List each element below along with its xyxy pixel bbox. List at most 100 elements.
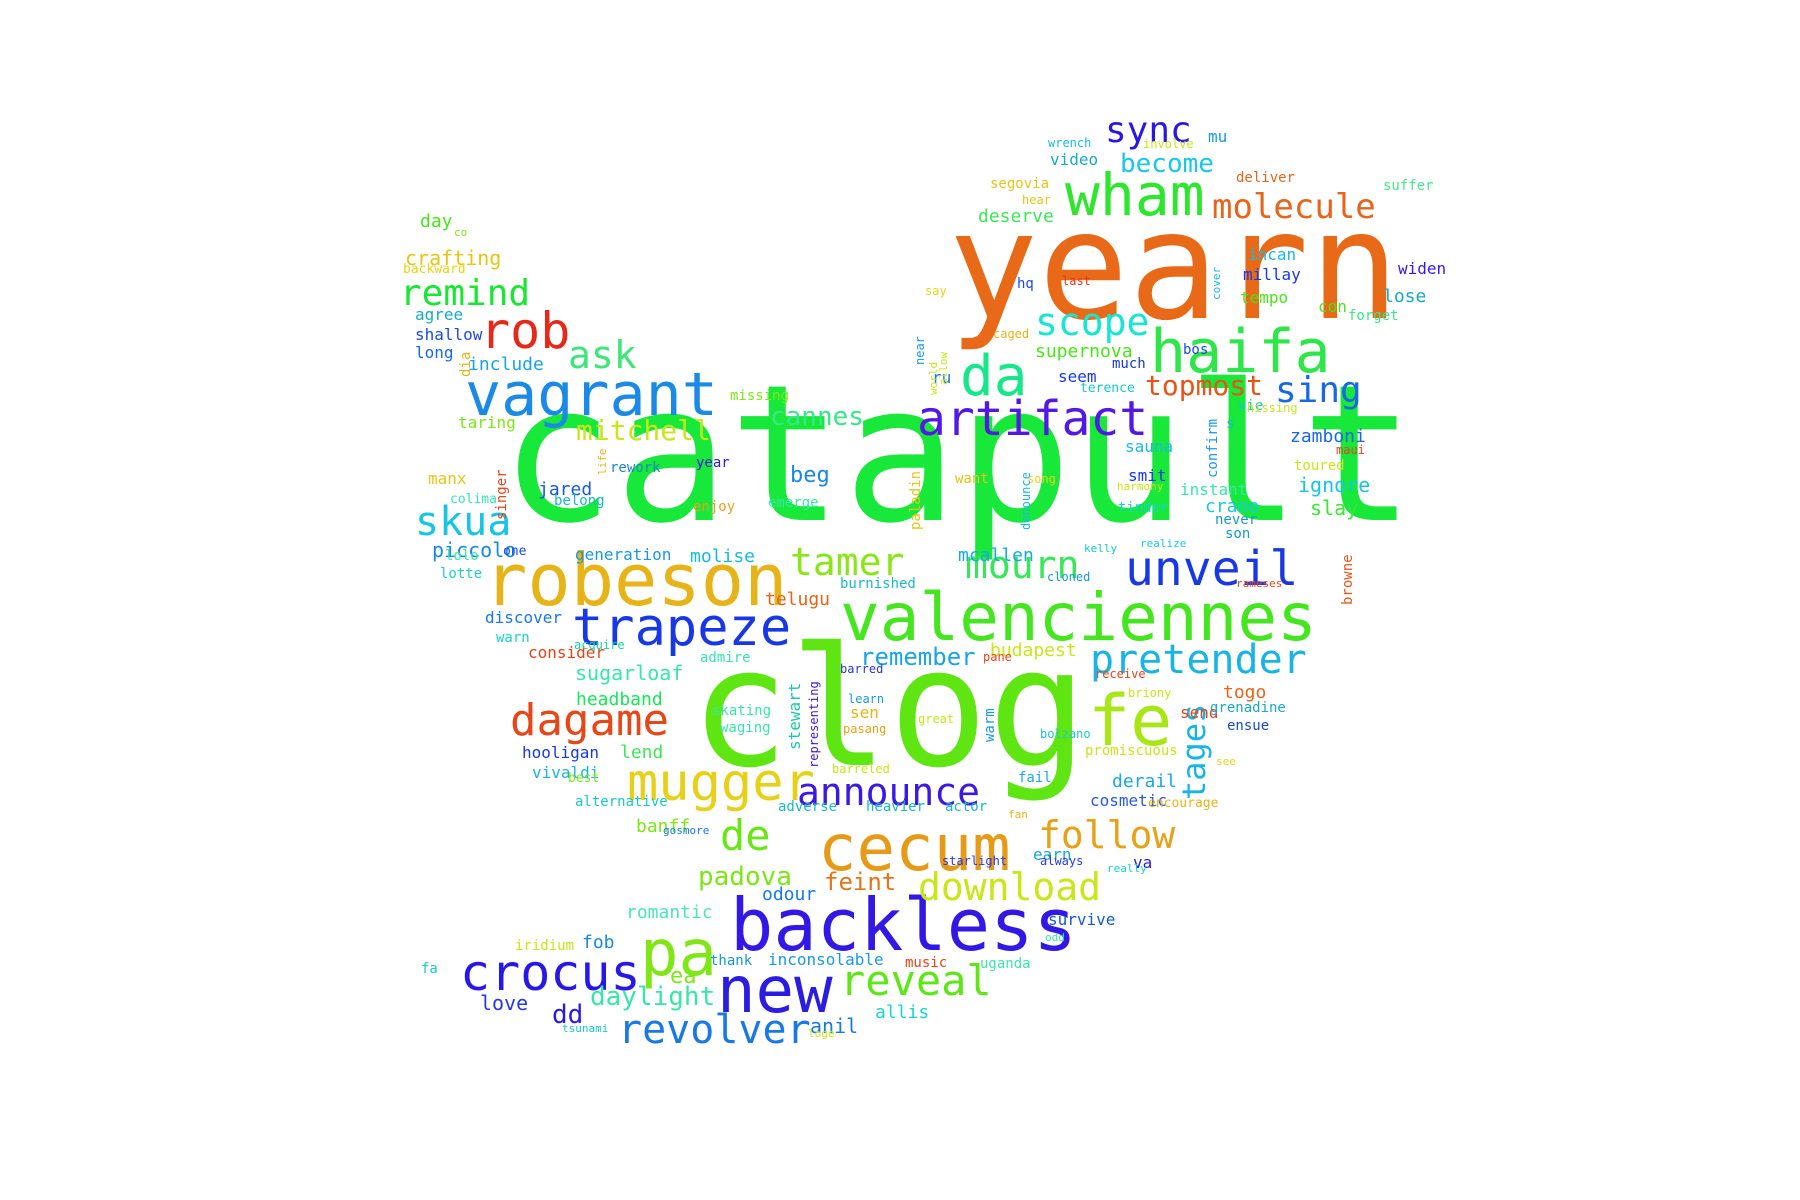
cloud-word: sing [1275, 370, 1362, 411]
cloud-word: backless [730, 883, 1077, 967]
cloud-word: rameses [1236, 577, 1282, 590]
cloud-word: fe [1088, 680, 1172, 762]
cloud-word: bos [1183, 342, 1208, 358]
cloud-word: colima [450, 492, 497, 507]
cloud-word: wham [1065, 161, 1205, 229]
cloud-word: fob [582, 932, 615, 953]
cloud-word: pasang [843, 722, 886, 736]
cloud-word: wrench [1048, 136, 1091, 150]
cloud-word: browne [1340, 554, 1356, 605]
cloud-word: son [1225, 526, 1250, 542]
cloud-word: allis [875, 1002, 929, 1023]
cloud-word: headband [576, 689, 663, 710]
cloud-word: tinder [1118, 500, 1169, 516]
cloud-word: hear [1022, 193, 1051, 207]
cloud-word: fail [1018, 770, 1052, 786]
cloud-word: hq [1017, 276, 1034, 292]
cloud-word: hissing [1247, 401, 1298, 415]
cloud-word: receive [1095, 667, 1146, 681]
cloud-word: romantic [626, 902, 713, 923]
cloud-word: instant [1180, 480, 1247, 499]
cloud-word: want [955, 471, 989, 487]
cloud-word: molise [690, 546, 755, 567]
cloud-word: warm [982, 708, 998, 742]
cloud-word: burnished [840, 576, 916, 592]
cloud-word: see [1216, 755, 1236, 768]
cloud-word: vivaldi [532, 763, 599, 782]
cloud-word: inconsolable [768, 950, 884, 969]
cloud-word: budapest [990, 640, 1077, 661]
cloud-word: life [596, 449, 609, 476]
cloud-word: manx [428, 469, 467, 488]
cloud-word: skating [712, 703, 771, 719]
cloud-word: denounce [1019, 472, 1033, 530]
cloud-word: uganda [980, 956, 1031, 972]
cloud-word: near [913, 336, 927, 365]
cloud-word: fan [1008, 808, 1028, 821]
cloud-word: alternative [575, 794, 668, 810]
cloud-word: millay [1243, 265, 1301, 284]
cloud-word: mugger [627, 753, 815, 813]
cloud-word: great [918, 712, 954, 726]
cloud-word: cosmetic [1090, 791, 1167, 810]
cloud-word: best [568, 771, 599, 786]
cloud-word: telugu [765, 589, 830, 610]
cloud-word: survive [1048, 910, 1115, 929]
cloud-word: banff [636, 816, 690, 837]
cloud-word: harmony [1117, 480, 1164, 493]
cloud-word: vagrant [465, 360, 718, 430]
cloud-word: reveal [840, 956, 992, 1005]
cloud-word: feint [824, 868, 896, 896]
cloud-word: toured [1294, 458, 1345, 474]
cloud-word: lotte [440, 566, 482, 582]
cloud-word: ru [932, 368, 951, 387]
cloud-word: iridium [515, 938, 574, 954]
cloud-word: co [454, 226, 467, 239]
cloud-word: clog [690, 612, 1087, 804]
cloud-word: download [918, 865, 1101, 909]
cloud-word: robeson [484, 538, 787, 622]
cloud-word: dagame [510, 695, 669, 746]
cloud-word: piccolo [432, 538, 516, 562]
cloud-word: encourage [1148, 796, 1219, 811]
cloud-word: lolo [445, 548, 479, 564]
cloud-word: grenadine [1210, 700, 1286, 716]
cloud-word: derail [1112, 771, 1177, 792]
cloud-word: earn [1033, 845, 1072, 864]
cloud-word: involve [1143, 137, 1194, 151]
cloud-word: odour [762, 884, 816, 905]
cloud-word: briony [1128, 686, 1171, 700]
cloud-word: mu [1208, 127, 1227, 146]
cloud-word: become [1120, 149, 1214, 179]
cloud-word: send [1180, 703, 1219, 722]
cloud-word: include [468, 354, 544, 375]
cloud-word: widen [1398, 259, 1446, 278]
cloud-word: really [1107, 862, 1147, 875]
cloud-word: forget [1348, 308, 1399, 324]
cloud-word: day [420, 211, 453, 232]
cloud-word: catapult [500, 344, 1415, 565]
cloud-word: acquire [574, 638, 625, 652]
cloud-word: odd [1045, 931, 1065, 944]
cloud-word: segovia [990, 176, 1049, 192]
cloud-word: gosmore [663, 824, 709, 837]
cloud-word: deliver [1236, 170, 1295, 186]
cloud-word: belong [554, 493, 605, 509]
cloud-word: pa [640, 917, 717, 991]
cloud-word: lose [1383, 286, 1426, 307]
cloud-word: molecule [1212, 187, 1376, 227]
cloud-word: rob [480, 302, 570, 360]
cloud-word: missing [730, 388, 789, 404]
cloud-word: fa [421, 961, 438, 977]
cloud-word: year [696, 455, 730, 471]
cloud-word: pretender [1090, 637, 1307, 683]
cloud-word: sauna [1125, 437, 1173, 456]
cloud-word: crane [1205, 496, 1259, 517]
cloud-word: warn [496, 630, 530, 646]
cloud-word: scope [1035, 300, 1149, 344]
cloud-word: supernova [1035, 341, 1133, 362]
cloud-word: mourn [965, 543, 1079, 587]
cloud-word: suffer [1383, 178, 1434, 194]
cloud-word: mcallen [958, 545, 1034, 566]
cloud-word: paladin [908, 471, 924, 530]
